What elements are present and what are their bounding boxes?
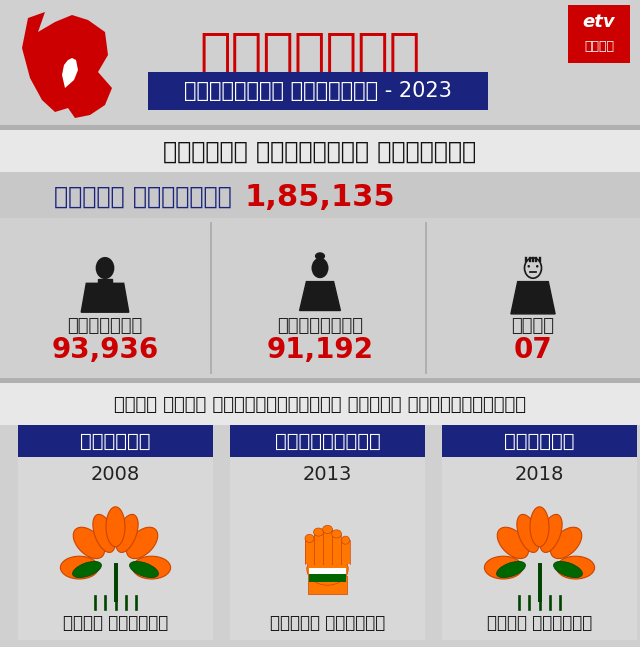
Ellipse shape [323,525,332,533]
Bar [568,5,630,63]
Ellipse shape [106,507,125,547]
Ellipse shape [132,556,171,579]
Ellipse shape [540,514,562,553]
Ellipse shape [72,562,102,578]
Bar [308,568,346,575]
Bar [314,532,323,564]
Ellipse shape [527,265,530,268]
Text: ಸಿಸಿ ಪಾಟೀಲ್: ಸಿಸಿ ಪಾಟೀಲ್ [487,614,592,632]
Ellipse shape [525,259,541,278]
Ellipse shape [312,258,328,278]
Bar [442,425,637,457]
Bar [308,575,346,582]
Ellipse shape [332,530,342,538]
Bar [210,222,212,374]
Bar [0,383,640,425]
Polygon shape [22,12,112,118]
Bar [230,425,425,640]
Bar [308,562,346,568]
Text: etv: etv [582,13,615,31]
Ellipse shape [517,514,540,553]
Ellipse shape [307,553,348,585]
Polygon shape [81,283,129,313]
Bar [0,218,640,378]
Bar [305,538,314,564]
Ellipse shape [342,536,349,544]
Ellipse shape [497,527,529,558]
Bar [0,130,640,172]
Text: ಪುರುಷರು: ಪುರುಷರು [67,317,143,335]
Ellipse shape [129,562,159,578]
Polygon shape [300,281,340,311]
Bar [442,425,637,640]
Text: 07: 07 [514,336,552,364]
Ellipse shape [93,514,115,553]
Text: 2008: 2008 [91,465,140,485]
Bar [342,540,349,564]
Ellipse shape [116,514,138,553]
Text: 93,936: 93,936 [51,336,159,364]
Bar [18,425,213,640]
Bar [332,534,342,564]
Ellipse shape [60,556,99,579]
Text: ಒಟ್ಟು ಮತದಾರರು: ಒಟ್ಟು ಮತದಾರರು [54,185,232,209]
Bar [0,172,640,218]
Bar [18,425,213,457]
Text: 91,192: 91,192 [266,336,374,364]
Ellipse shape [550,527,582,558]
Text: ಮಹಿಳೆಯರು: ಮಹಿಳೆಯರು [277,317,363,335]
Ellipse shape [95,257,115,279]
Text: 1,85,135: 1,85,135 [245,182,396,212]
Text: ವಿಧಾನಸಭೆ ಚುನಾವಣೆ - 2023: ವಿಧಾನಸಭೆ ಚುನಾವಣೆ - 2023 [184,81,452,101]
Bar [308,576,348,594]
Bar [0,125,640,130]
Ellipse shape [315,252,325,260]
Text: 2013: 2013 [303,465,352,485]
Text: ಭಾರತ: ಭಾರತ [584,39,614,52]
Text: ಇತರೆ: ಇತರೆ [511,317,554,335]
Bar [0,378,640,383]
Text: ಕರ್ನಾಟಕ: ಕರ್ನಾಟಕ [199,29,420,81]
Ellipse shape [530,507,549,547]
Ellipse shape [66,60,74,70]
Text: 2018: 2018 [515,465,564,485]
Bar [230,425,425,457]
Ellipse shape [554,562,582,578]
Bar [0,0,640,125]
Ellipse shape [127,527,158,558]
Polygon shape [98,279,112,283]
Polygon shape [511,281,555,314]
Text: ಬಿಜೆಪಿ: ಬಿಜೆಪಿ [504,432,575,450]
Ellipse shape [73,527,104,558]
Ellipse shape [305,534,314,542]
Ellipse shape [484,556,522,579]
Polygon shape [62,58,78,88]
Text: ಬಿಆರ್ ಯಾವಗಲ್: ಬಿಆರ್ ಯಾವಗಲ್ [270,614,385,632]
Text: ಕಳೆದ ಮೂರು ಚುನಾವಣೆಯಲ್ಲಿ ಗೆದ್ದ ಅಭ್ಯರ್ಥಿಗಳು: ಕಳೆದ ಮೂರು ಚುನಾವಣೆಯಲ್ಲಿ ಗೆದ್ದ ಅಭ್ಯರ್ಥಿಗಳು [114,396,526,414]
Bar [323,529,332,564]
Text: ಸಿಸಿ ಪಾಟೀಲ್: ಸಿಸಿ ಪಾಟೀಲ್ [63,614,168,632]
Bar [425,222,427,374]
Ellipse shape [497,562,525,578]
Text: ನರಗುಂದ ವಿಧಾನಸಭಾ ಕ್ಷೇತ್ರ: ನರಗುಂದ ವಿಧಾನಸಭಾ ಕ್ಷೇತ್ರ [163,140,477,164]
Ellipse shape [524,257,542,279]
Text: ಬಿಜೆಪಿ: ಬಿಜೆಪಿ [80,432,151,450]
Ellipse shape [557,556,595,579]
Text: ಕಾಂಗ್ರೆಸ್: ಕಾಂಗ್ರೆಸ್ [275,432,380,450]
Bar [148,72,488,110]
Ellipse shape [314,528,323,536]
Ellipse shape [536,265,538,268]
